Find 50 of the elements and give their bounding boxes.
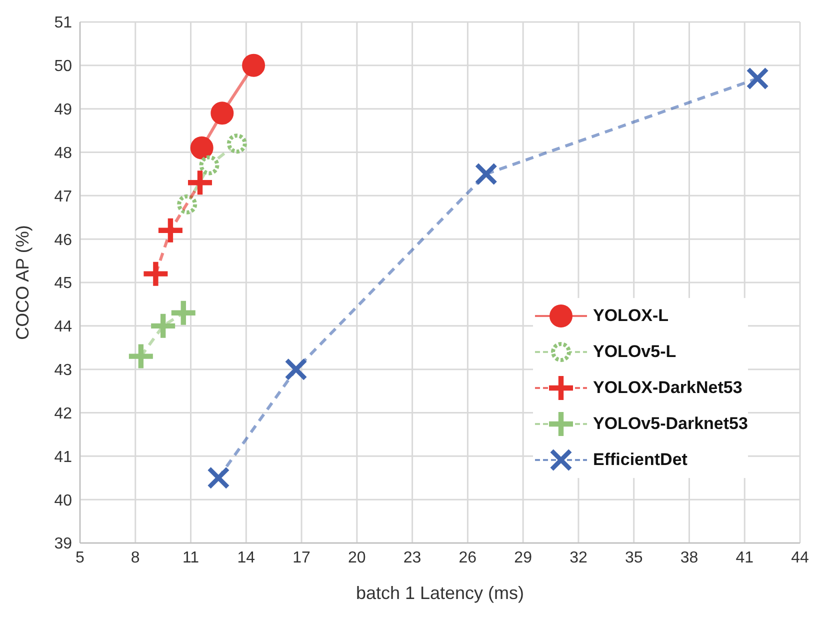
x-tick-label: 38 — [680, 549, 698, 566]
x-tick-label: 23 — [403, 549, 422, 566]
point — [475, 163, 497, 185]
legend-label: EfficientDet — [593, 450, 688, 470]
point — [746, 68, 768, 90]
point — [210, 102, 234, 125]
point — [188, 170, 212, 195]
point — [208, 467, 230, 489]
y-tick-label: 44 — [54, 318, 72, 336]
point — [144, 262, 168, 286]
y-tick-label: 47 — [54, 188, 72, 206]
point — [177, 194, 198, 214]
legend-label: YOLOX-L — [593, 306, 669, 326]
point — [128, 344, 153, 368]
y-tick-label: 46 — [54, 232, 72, 249]
x-tick-label: 17 — [292, 549, 311, 566]
x-tick-label: 14 — [237, 549, 256, 566]
y-tick-label: 48 — [54, 144, 72, 162]
point — [199, 155, 220, 176]
point — [242, 54, 266, 77]
x-tick-label: 44 — [791, 549, 809, 566]
y-axis-title: COCO AP (%) — [12, 225, 32, 340]
x-tick-label: 20 — [348, 549, 366, 566]
point — [285, 358, 307, 380]
y-tick-label: 50 — [54, 58, 72, 76]
y-tick-label: 40 — [54, 492, 72, 510]
legend-label: YOLOv5-L — [593, 342, 676, 362]
legend-label: YOLOX-DarkNet53 — [593, 378, 742, 398]
y-tick-label: 39 — [54, 536, 72, 553]
legend-label: YOLOv5-Darknet53 — [593, 414, 748, 434]
x-tick-label: 41 — [736, 549, 754, 566]
y-tick-label: 49 — [54, 102, 72, 119]
y-tick-label: 51 — [54, 14, 72, 32]
y-tick-label: 43 — [54, 362, 72, 380]
point — [171, 300, 196, 325]
point — [158, 218, 182, 242]
x-tick-label: 5 — [76, 549, 85, 566]
y-tick-label: 41 — [54, 448, 72, 466]
x-tick-label: 26 — [458, 549, 477, 566]
y-tick-label: 42 — [54, 405, 72, 422]
x-tick-label: 11 — [182, 549, 200, 566]
y-tick-label: 45 — [54, 275, 72, 292]
x-tick-label: 35 — [624, 549, 643, 566]
x-tick-label: 8 — [130, 549, 140, 566]
point — [190, 136, 214, 160]
point — [151, 314, 176, 338]
x-tick-label: 32 — [570, 549, 588, 566]
point — [226, 134, 247, 154]
x-tick-label: 29 — [514, 549, 532, 566]
x-axis-title: batch 1 Latency (ms) — [356, 583, 524, 603]
